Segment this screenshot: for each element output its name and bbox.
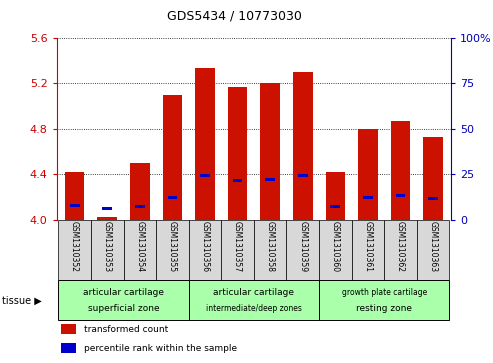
Text: GSM1310358: GSM1310358 — [266, 221, 275, 272]
Text: transformed count: transformed count — [84, 325, 169, 334]
Text: resting zone: resting zone — [356, 304, 412, 313]
Text: articular cartilage: articular cartilage — [83, 288, 164, 297]
Bar — [396, 194, 405, 197]
Bar — [265, 178, 275, 181]
Bar — [423, 137, 443, 220]
Bar — [260, 83, 280, 220]
Text: intermediate/deep zones: intermediate/deep zones — [206, 304, 302, 313]
Text: GSM1310360: GSM1310360 — [331, 221, 340, 273]
Bar — [384, 220, 417, 280]
Bar — [417, 220, 450, 280]
Bar — [352, 220, 384, 280]
Text: growth plate cartilage: growth plate cartilage — [342, 288, 427, 297]
Bar — [358, 129, 378, 220]
Bar — [189, 220, 221, 280]
Bar — [168, 196, 177, 199]
Text: GSM1310352: GSM1310352 — [70, 221, 79, 272]
Bar — [189, 280, 319, 321]
Text: GSM1310361: GSM1310361 — [363, 221, 373, 272]
Bar — [65, 172, 84, 220]
Bar — [98, 217, 117, 220]
Bar — [233, 179, 243, 182]
Text: GSM1310363: GSM1310363 — [429, 221, 438, 273]
Bar — [156, 220, 189, 280]
Bar — [91, 220, 124, 280]
Bar — [298, 174, 308, 177]
Bar — [325, 172, 345, 220]
Bar — [124, 220, 156, 280]
Bar — [103, 207, 112, 210]
Bar — [293, 72, 313, 220]
Bar — [286, 220, 319, 280]
Text: GSM1310353: GSM1310353 — [103, 221, 112, 273]
Bar — [135, 205, 145, 208]
Bar — [61, 324, 76, 334]
Bar — [228, 87, 247, 220]
Bar — [363, 196, 373, 199]
Text: percentile rank within the sample: percentile rank within the sample — [84, 344, 238, 352]
Bar — [319, 280, 450, 321]
Text: GSM1310354: GSM1310354 — [135, 221, 144, 273]
Bar — [58, 220, 91, 280]
Text: GSM1310359: GSM1310359 — [298, 221, 307, 273]
Text: GSM1310356: GSM1310356 — [201, 221, 210, 273]
Bar — [391, 121, 410, 220]
Text: superficial zone: superficial zone — [88, 304, 159, 313]
Text: tissue ▶: tissue ▶ — [2, 295, 42, 305]
Text: GSM1310362: GSM1310362 — [396, 221, 405, 272]
Bar — [319, 220, 352, 280]
Bar — [330, 205, 340, 208]
Text: GSM1310357: GSM1310357 — [233, 221, 242, 273]
Bar — [221, 220, 254, 280]
Text: GSM1310355: GSM1310355 — [168, 221, 177, 273]
Bar — [130, 163, 149, 220]
Bar — [163, 95, 182, 220]
Text: GDS5434 / 10773030: GDS5434 / 10773030 — [167, 9, 302, 22]
Bar — [195, 68, 215, 220]
Bar — [61, 343, 76, 353]
Bar — [428, 197, 438, 200]
Bar — [58, 280, 189, 321]
Text: articular cartilage: articular cartilage — [213, 288, 294, 297]
Bar — [70, 204, 79, 207]
Bar — [254, 220, 286, 280]
Bar — [200, 174, 210, 177]
